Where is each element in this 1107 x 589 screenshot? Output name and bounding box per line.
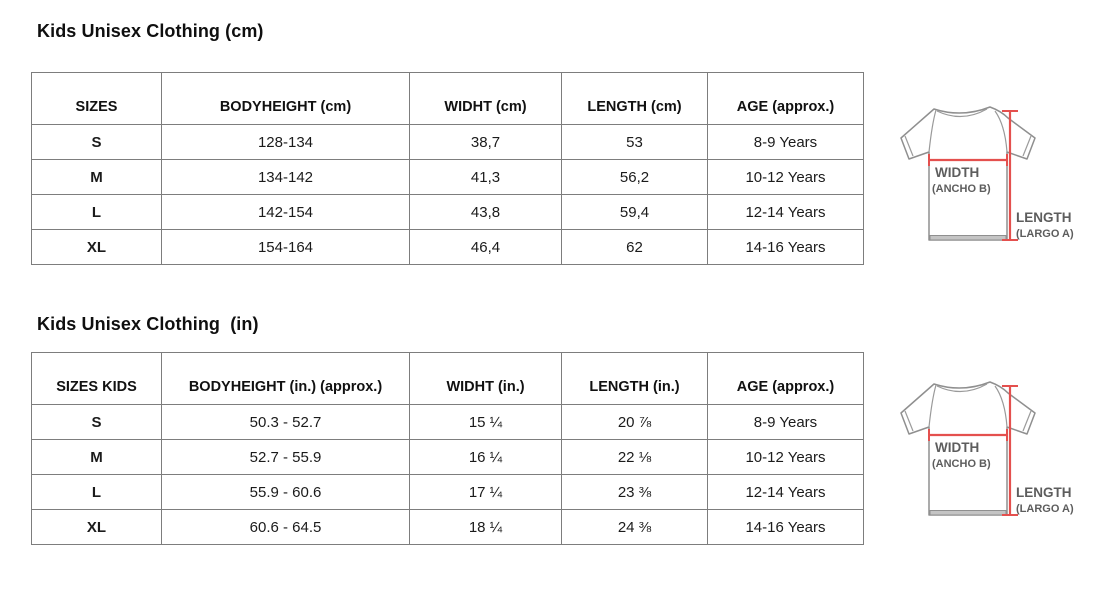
column-header: BODYHEIGHT (cm) xyxy=(161,72,410,125)
table-cell: S xyxy=(31,404,162,440)
size-table-in: SIZES KIDS BODYHEIGHT (in.) (approx.) WIDH… xyxy=(31,352,864,545)
table-title-in: Kids Unisex Clothing (in) xyxy=(37,314,259,334)
table-cell: 17 ¼ xyxy=(409,474,562,510)
width-measure-caps xyxy=(928,154,1008,166)
table-cell: 46,4 xyxy=(409,229,562,265)
column-header: BODYHEIGHT (in.) (approx.) xyxy=(161,352,410,405)
right-armhole-seam xyxy=(994,110,1008,153)
table-cell: 10-12 Years xyxy=(707,439,864,475)
table-cell: 62 xyxy=(561,229,708,265)
table-cell: 24 ⅜ xyxy=(561,509,708,545)
table-row: S 128-134 38,7 53 8-9 Years xyxy=(31,124,864,160)
table-cell: L xyxy=(31,474,162,510)
table-title-cm: Kids Unisex Clothing (cm) xyxy=(37,21,264,41)
width-label: WIDTH xyxy=(935,165,979,180)
hem-band xyxy=(929,235,1007,241)
table-cell: S xyxy=(31,124,162,160)
table-cell: 10-12 Years xyxy=(707,159,864,195)
table-cell: 60.6 - 64.5 xyxy=(161,509,410,545)
tshirt-measurement-diagram-cm: WIDTH (ANCHO B) LENGTH (LARGO A) xyxy=(900,106,1074,241)
column-header: SIZES xyxy=(31,72,162,125)
table-cell: 38,7 xyxy=(409,124,562,160)
table-cell: 59,4 xyxy=(561,194,708,230)
table-cell: 8-9 Years xyxy=(707,124,864,160)
hem-band xyxy=(929,510,1007,516)
width-sublabel: (ANCHO B) xyxy=(932,458,991,470)
tshirt-measurement-diagram-in: WIDTH (ANCHO B) LENGTH (LARGO A) xyxy=(900,381,1074,516)
column-header: AGE (approx.) xyxy=(707,352,864,405)
left-armhole-seam xyxy=(928,384,937,428)
table-row: L 55.9 - 60.6 17 ¼ 23 ⅜ 12-14 Years xyxy=(31,474,864,510)
table-cell: 50.3 - 52.7 xyxy=(161,404,410,440)
right-cuff-seam xyxy=(1022,410,1032,432)
length-measure-caps xyxy=(1002,385,1018,516)
table-cell: 8-9 Years xyxy=(707,404,864,440)
table-cell: 15 ¼ xyxy=(409,404,562,440)
length-measure-caps xyxy=(1002,110,1018,241)
right-armhole-seam xyxy=(994,385,1008,428)
table-cell: 52.7 - 55.9 xyxy=(161,439,410,475)
left-cuff-seam xyxy=(904,410,914,432)
column-header: WIDHT (in.) xyxy=(409,352,562,405)
table-cell: 43,8 xyxy=(409,194,562,230)
table-cell: 16 ¼ xyxy=(409,439,562,475)
header-row: SIZES BODYHEIGHT (cm) WIDHT (cm) LENGTH (cm… xyxy=(31,72,864,125)
column-header: AGE (approx.) xyxy=(707,72,864,125)
table-cell: 134-142 xyxy=(161,159,410,195)
column-header: LENGTH (cm) xyxy=(561,72,708,125)
header-row: SIZES KIDS BODYHEIGHT (in.) (approx.) WIDH… xyxy=(31,352,864,405)
table-cell: 41,3 xyxy=(409,159,562,195)
size-table-cm: SIZES BODYHEIGHT (cm) WIDHT (cm) LENGTH (cm… xyxy=(31,72,864,265)
table-cell: 12-14 Years xyxy=(707,194,864,230)
length-label: LENGTH xyxy=(1016,485,1072,500)
table-cell: XL xyxy=(31,509,162,545)
table-row: S 50.3 - 52.7 15 ¼ 20 ⅞ 8-9 Years xyxy=(31,404,864,440)
column-header: LENGTH (in.) xyxy=(561,352,708,405)
table-cell: 12-14 Years xyxy=(707,474,864,510)
table-row: M 134-142 41,3 56,2 10-12 Years xyxy=(31,159,864,195)
length-sublabel: (LARGO A) xyxy=(1016,503,1074,515)
table-cell: 53 xyxy=(561,124,708,160)
table-cell: 14-16 Years xyxy=(707,229,864,265)
table-cell: M xyxy=(31,159,162,195)
table-cell: 14-16 Years xyxy=(707,509,864,545)
table-cell: 142-154 xyxy=(161,194,410,230)
column-header: WIDHT (cm) xyxy=(409,72,562,125)
collar-band xyxy=(936,108,988,118)
right-cuff-seam xyxy=(1022,135,1032,157)
length-label: LENGTH xyxy=(1016,210,1072,225)
table-row: XL 60.6 - 64.5 18 ¼ 24 ⅜ 14-16 Years xyxy=(31,509,864,545)
table-row: XL 154-164 46,4 62 14-16 Years xyxy=(31,229,864,265)
table-cell: M xyxy=(31,439,162,475)
table-cell: 20 ⅞ xyxy=(561,404,708,440)
table-row: M 52.7 - 55.9 16 ¼ 22 ⅛ 10-12 Years xyxy=(31,439,864,475)
table-cell: 22 ⅛ xyxy=(561,439,708,475)
table-cell: 56,2 xyxy=(561,159,708,195)
length-sublabel: (LARGO A) xyxy=(1016,228,1074,240)
table-cell: 23 ⅜ xyxy=(561,474,708,510)
table-cell: 18 ¼ xyxy=(409,509,562,545)
width-sublabel: (ANCHO B) xyxy=(932,183,991,195)
width-label: WIDTH xyxy=(935,440,979,455)
table-cell: L xyxy=(31,194,162,230)
left-cuff-seam xyxy=(904,135,914,157)
table-row: L 142-154 43,8 59,4 12-14 Years xyxy=(31,194,864,230)
table-cell: 128-134 xyxy=(161,124,410,160)
column-header: SIZES KIDS xyxy=(31,352,162,405)
table-cell: 55.9 - 60.6 xyxy=(161,474,410,510)
width-measure-caps xyxy=(928,429,1008,441)
table-cell: XL xyxy=(31,229,162,265)
collar-band xyxy=(936,383,988,393)
table-cell: 154-164 xyxy=(161,229,410,265)
left-armhole-seam xyxy=(928,109,937,153)
